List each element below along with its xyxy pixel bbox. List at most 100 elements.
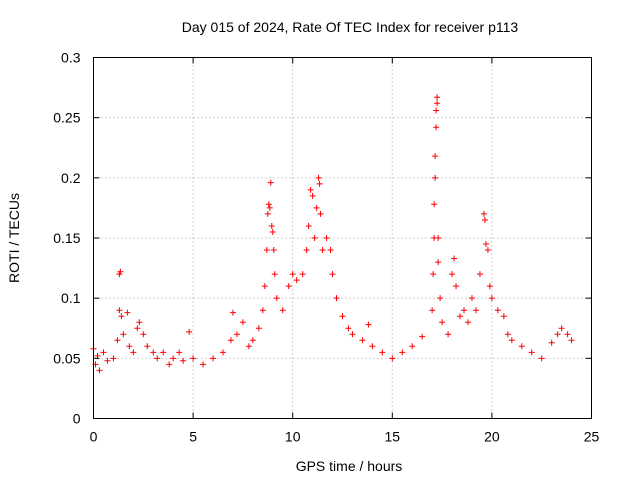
data-point — [104, 357, 111, 364]
data-point — [389, 355, 396, 362]
data-point — [268, 222, 275, 229]
data-point — [472, 307, 479, 314]
data-point — [558, 325, 565, 332]
data-point — [449, 271, 456, 278]
data-point — [329, 271, 336, 278]
data-point — [255, 325, 262, 332]
data-point — [480, 210, 487, 217]
data-point — [508, 337, 515, 344]
data-point — [136, 319, 143, 326]
data-point — [476, 271, 483, 278]
data-point — [365, 321, 372, 328]
data-point — [114, 337, 121, 344]
data-point — [345, 325, 352, 332]
data-point — [433, 124, 440, 131]
data-point — [118, 313, 125, 320]
data-point — [229, 309, 236, 316]
data-point — [219, 349, 226, 356]
data-point — [100, 349, 107, 356]
data-point — [434, 94, 441, 101]
data-point — [457, 313, 464, 320]
data-point — [313, 204, 320, 211]
x-tick-label: 10 — [285, 429, 301, 445]
data-point — [439, 319, 446, 326]
x-tick-label: 0 — [90, 429, 98, 445]
x-tick-label: 25 — [584, 429, 600, 445]
data-point — [210, 355, 217, 362]
data-point — [120, 331, 127, 338]
data-point — [266, 204, 273, 211]
data-point — [117, 268, 124, 275]
data-point — [468, 295, 475, 302]
data-point — [126, 343, 133, 350]
data-point — [399, 349, 406, 356]
data-point — [261, 283, 268, 290]
data-point — [307, 186, 314, 193]
data-point — [186, 328, 193, 335]
y-tick-label: 0 — [73, 411, 81, 427]
data-point — [538, 355, 545, 362]
data-point — [311, 235, 318, 241]
data-point — [323, 235, 330, 241]
data-point — [180, 357, 187, 364]
data-point — [154, 355, 161, 362]
data-point — [315, 174, 322, 181]
data-point — [482, 241, 489, 248]
x-tick-labels: 0 5 10 15 20 25 — [90, 429, 600, 445]
data-point — [464, 319, 471, 326]
axis-ticks — [93, 57, 592, 419]
data-point — [437, 295, 444, 302]
data-point — [494, 307, 501, 314]
data-point — [285, 283, 292, 290]
data-point — [245, 343, 252, 350]
data-point — [528, 349, 535, 356]
data-point — [190, 355, 197, 362]
y-tick-labels: 0 0.05 0.1 0.15 0.2 0.25 0.3 — [53, 50, 80, 427]
data-point — [434, 100, 441, 107]
data-point — [461, 307, 468, 314]
data-point — [317, 210, 324, 217]
data-point — [488, 295, 495, 302]
data-point — [150, 349, 157, 356]
data-point — [273, 295, 280, 302]
data-point — [110, 355, 117, 362]
data-point — [504, 331, 511, 338]
data-point — [430, 271, 437, 278]
data-point — [568, 337, 575, 344]
data-point — [379, 349, 386, 356]
data-point — [200, 361, 207, 368]
data-point — [486, 283, 493, 290]
data-point — [327, 247, 334, 254]
data-point — [339, 313, 346, 320]
data-point — [554, 331, 561, 338]
x-tick-label: 20 — [484, 429, 500, 445]
data-point — [432, 153, 439, 160]
data-point — [433, 107, 440, 114]
data-point — [267, 179, 274, 186]
data-point — [359, 337, 366, 344]
data-point — [518, 343, 525, 350]
data-point — [309, 192, 316, 199]
data-point — [271, 271, 278, 278]
data-point — [484, 247, 491, 254]
data-point — [233, 331, 240, 338]
data-point — [333, 295, 340, 302]
data-point — [124, 309, 131, 316]
data-point — [453, 283, 460, 290]
data-point — [564, 331, 571, 338]
data-point — [319, 247, 326, 254]
data-point — [96, 367, 103, 374]
data-point — [263, 247, 270, 254]
data-point — [160, 349, 167, 356]
data-point — [293, 277, 300, 284]
x-axis-label: GPS time / hours — [296, 458, 403, 474]
data-point — [349, 331, 356, 338]
data-point — [481, 216, 488, 223]
data-point — [265, 201, 272, 208]
data-point — [435, 259, 442, 266]
y-tick-label: 0.05 — [53, 350, 80, 366]
data-point — [500, 313, 507, 320]
data-point — [144, 343, 151, 350]
data-point — [130, 349, 137, 356]
data-point — [305, 222, 312, 229]
